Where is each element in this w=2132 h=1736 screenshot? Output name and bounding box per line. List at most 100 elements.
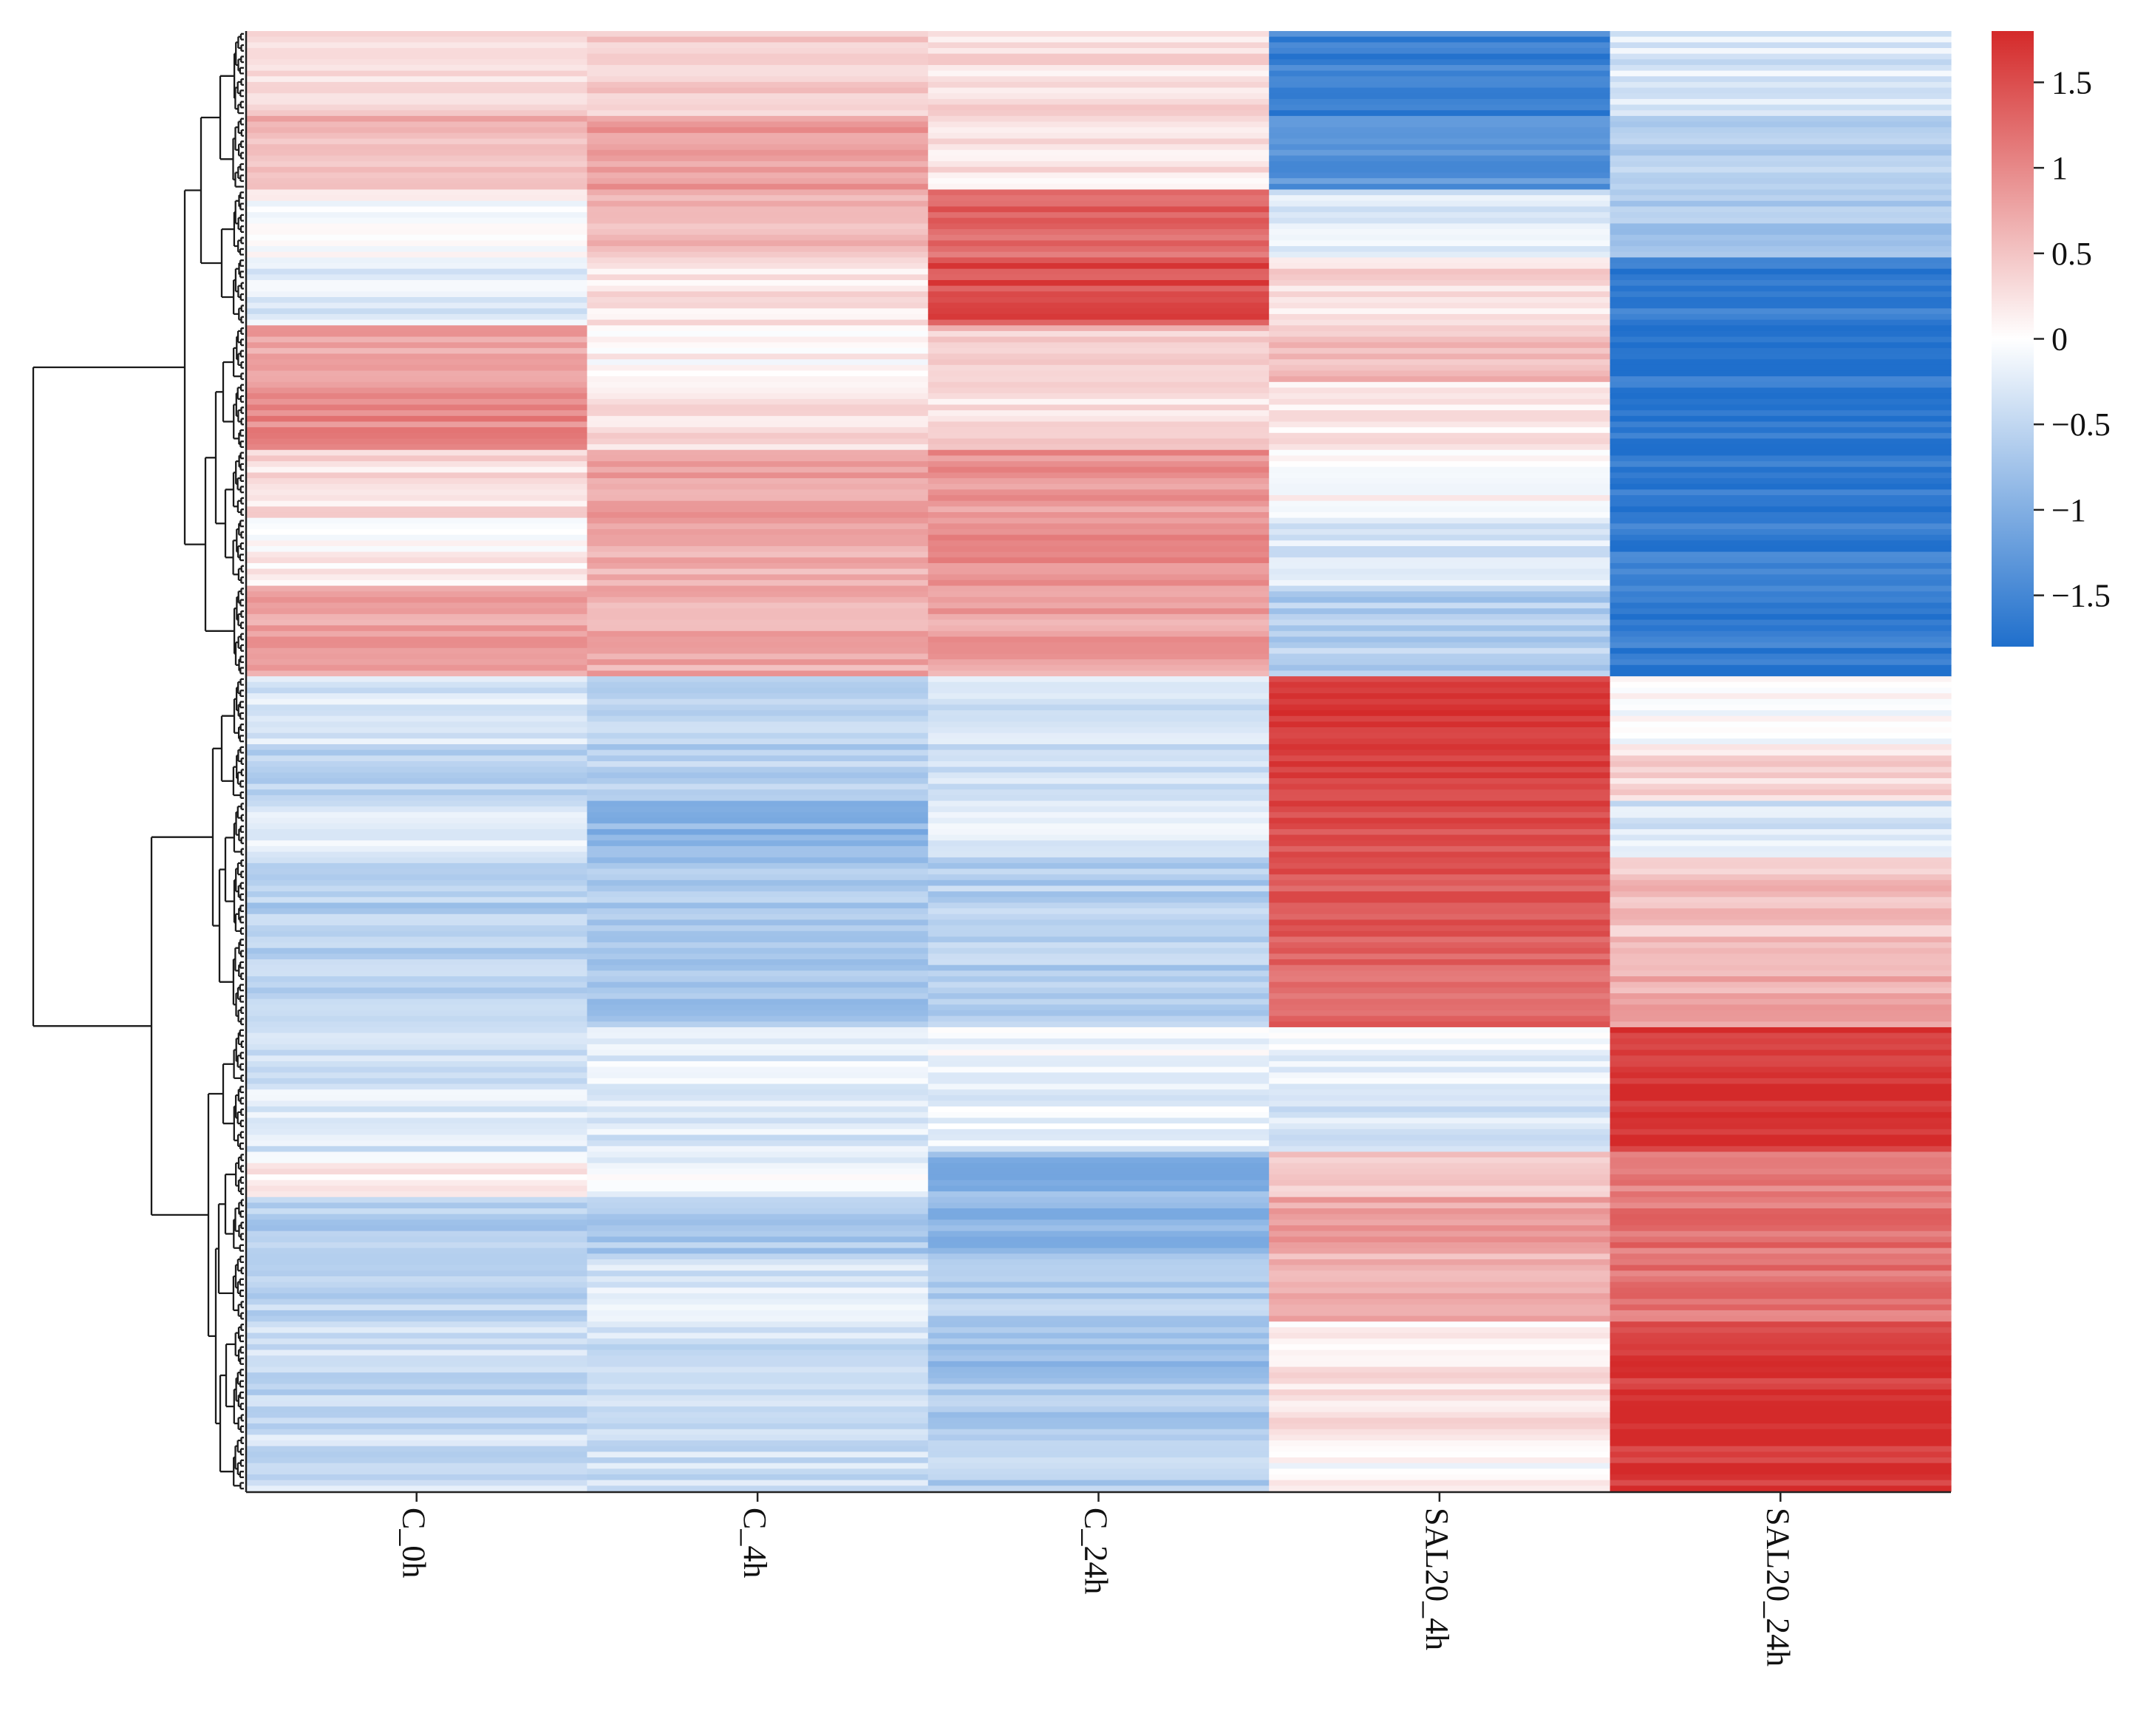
heatmap-cell <box>587 364 929 372</box>
heatmap-cell <box>1269 845 1611 853</box>
heatmap-cell <box>246 1395 588 1402</box>
heatmap-cell <box>246 42 588 49</box>
heatmap-cell <box>927 1440 1270 1447</box>
heatmap-cell <box>246 206 588 213</box>
heatmap-cell <box>587 296 929 304</box>
heatmap-cell <box>587 1344 929 1351</box>
heatmap-cell <box>927 59 1270 66</box>
heatmap-cell <box>587 1219 929 1226</box>
heatmap-cell <box>927 1078 1270 1085</box>
heatmap-cell <box>927 919 1270 926</box>
heatmap-cell <box>246 93 588 100</box>
heatmap-cell <box>927 1468 1270 1475</box>
heatmap-cell <box>1610 1197 1952 1203</box>
heatmap-cell <box>1610 557 1952 564</box>
heatmap-cell <box>587 381 929 389</box>
heatmap-cell <box>927 240 1270 247</box>
heatmap-cell <box>246 1276 588 1283</box>
heatmap-cell <box>927 370 1270 377</box>
heatmap-cell <box>1269 132 1611 140</box>
heatmap-cell <box>1610 1202 1952 1209</box>
heatmap-cell <box>587 398 929 406</box>
heatmap-cell <box>1269 1287 1611 1294</box>
heatmap-cell <box>1610 874 1952 881</box>
heatmap-cell <box>927 234 1270 241</box>
heatmap-cell <box>1269 183 1611 191</box>
heatmap-cell <box>246 551 588 558</box>
heatmap-cell <box>246 891 588 898</box>
heatmap-cell <box>587 562 929 570</box>
heatmap-cell <box>927 823 1270 830</box>
heatmap-cell <box>927 642 1270 649</box>
heatmap-cell <box>587 710 929 717</box>
heatmap-cell <box>927 387 1270 394</box>
heatmap-cell <box>1269 1230 1611 1237</box>
heatmap-cell <box>587 1174 929 1181</box>
heatmap-cell <box>246 642 588 649</box>
heatmap-cell <box>1610 1281 1952 1288</box>
heatmap-cell <box>927 777 1270 785</box>
heatmap-cell <box>587 1406 929 1413</box>
heatmap-cell <box>246 268 588 275</box>
heatmap-cell <box>587 1032 929 1039</box>
heatmap-cell <box>1610 613 1952 621</box>
heatmap-cell <box>927 342 1270 349</box>
heatmap-cell <box>587 359 929 366</box>
heatmap-cell <box>1269 1349 1611 1356</box>
heatmap-cell <box>927 670 1270 677</box>
heatmap-cell <box>1610 896 1952 904</box>
heatmap-cell <box>246 1247 588 1254</box>
heatmap-cell <box>927 579 1270 587</box>
heatmap-cell <box>1269 1004 1611 1011</box>
heatmap-cell <box>1269 738 1611 745</box>
heatmap-cell <box>1269 902 1611 909</box>
heatmap-cell <box>246 1242 588 1249</box>
heatmap-cell <box>246 749 588 756</box>
heatmap-cell <box>587 794 929 802</box>
heatmap-cell <box>1269 1010 1611 1017</box>
heatmap-cell <box>1610 47 1952 55</box>
heatmap-cell <box>1269 1146 1611 1153</box>
heatmap-cell <box>1269 279 1611 287</box>
heatmap-cell <box>587 806 929 813</box>
heatmap-cell <box>1610 766 1952 773</box>
heatmap-cell <box>587 976 929 983</box>
heatmap-cell <box>246 155 588 162</box>
heatmap-cell <box>927 557 1270 564</box>
heatmap-cell <box>927 862 1270 870</box>
heatmap-cell <box>246 200 588 208</box>
heatmap-cell <box>1269 472 1611 479</box>
heatmap-cell <box>927 987 1270 994</box>
heatmap-cell <box>1610 727 1952 734</box>
heatmap-cell <box>587 1327 929 1334</box>
heatmap-cell <box>927 1123 1270 1130</box>
heatmap-cell <box>1610 200 1952 208</box>
heatmap-cell <box>927 596 1270 604</box>
heatmap-cell <box>1610 1021 1952 1028</box>
heatmap-cell <box>587 1395 929 1402</box>
heatmap-cell <box>927 1474 1270 1481</box>
heatmap-cell <box>927 562 1270 570</box>
heatmap-cell <box>587 98 929 106</box>
heatmap-cell <box>246 1021 588 1028</box>
heatmap-cell <box>587 1163 929 1170</box>
heatmap-cell <box>927 1038 1270 1045</box>
heatmap-cell <box>1610 1134 1952 1141</box>
heatmap-cell <box>246 81 588 89</box>
heatmap-cell <box>1610 664 1952 672</box>
heatmap-cell <box>1269 263 1611 270</box>
heatmap-cell <box>1269 478 1611 485</box>
heatmap-cell <box>587 1434 929 1441</box>
heatmap-cell <box>246 1480 588 1486</box>
heatmap-cell <box>587 744 929 751</box>
heatmap-cell <box>587 574 929 581</box>
heatmap-cell <box>587 1004 929 1011</box>
heatmap-cell <box>587 1015 929 1022</box>
heatmap-cell <box>1610 478 1952 485</box>
heatmap-cell <box>1610 698 1952 706</box>
heatmap-cell <box>1610 144 1952 151</box>
heatmap-cell <box>246 772 588 779</box>
heatmap-cell <box>1610 857 1952 864</box>
heatmap-cell <box>1269 1180 1611 1187</box>
heatmap-cell <box>927 359 1270 366</box>
